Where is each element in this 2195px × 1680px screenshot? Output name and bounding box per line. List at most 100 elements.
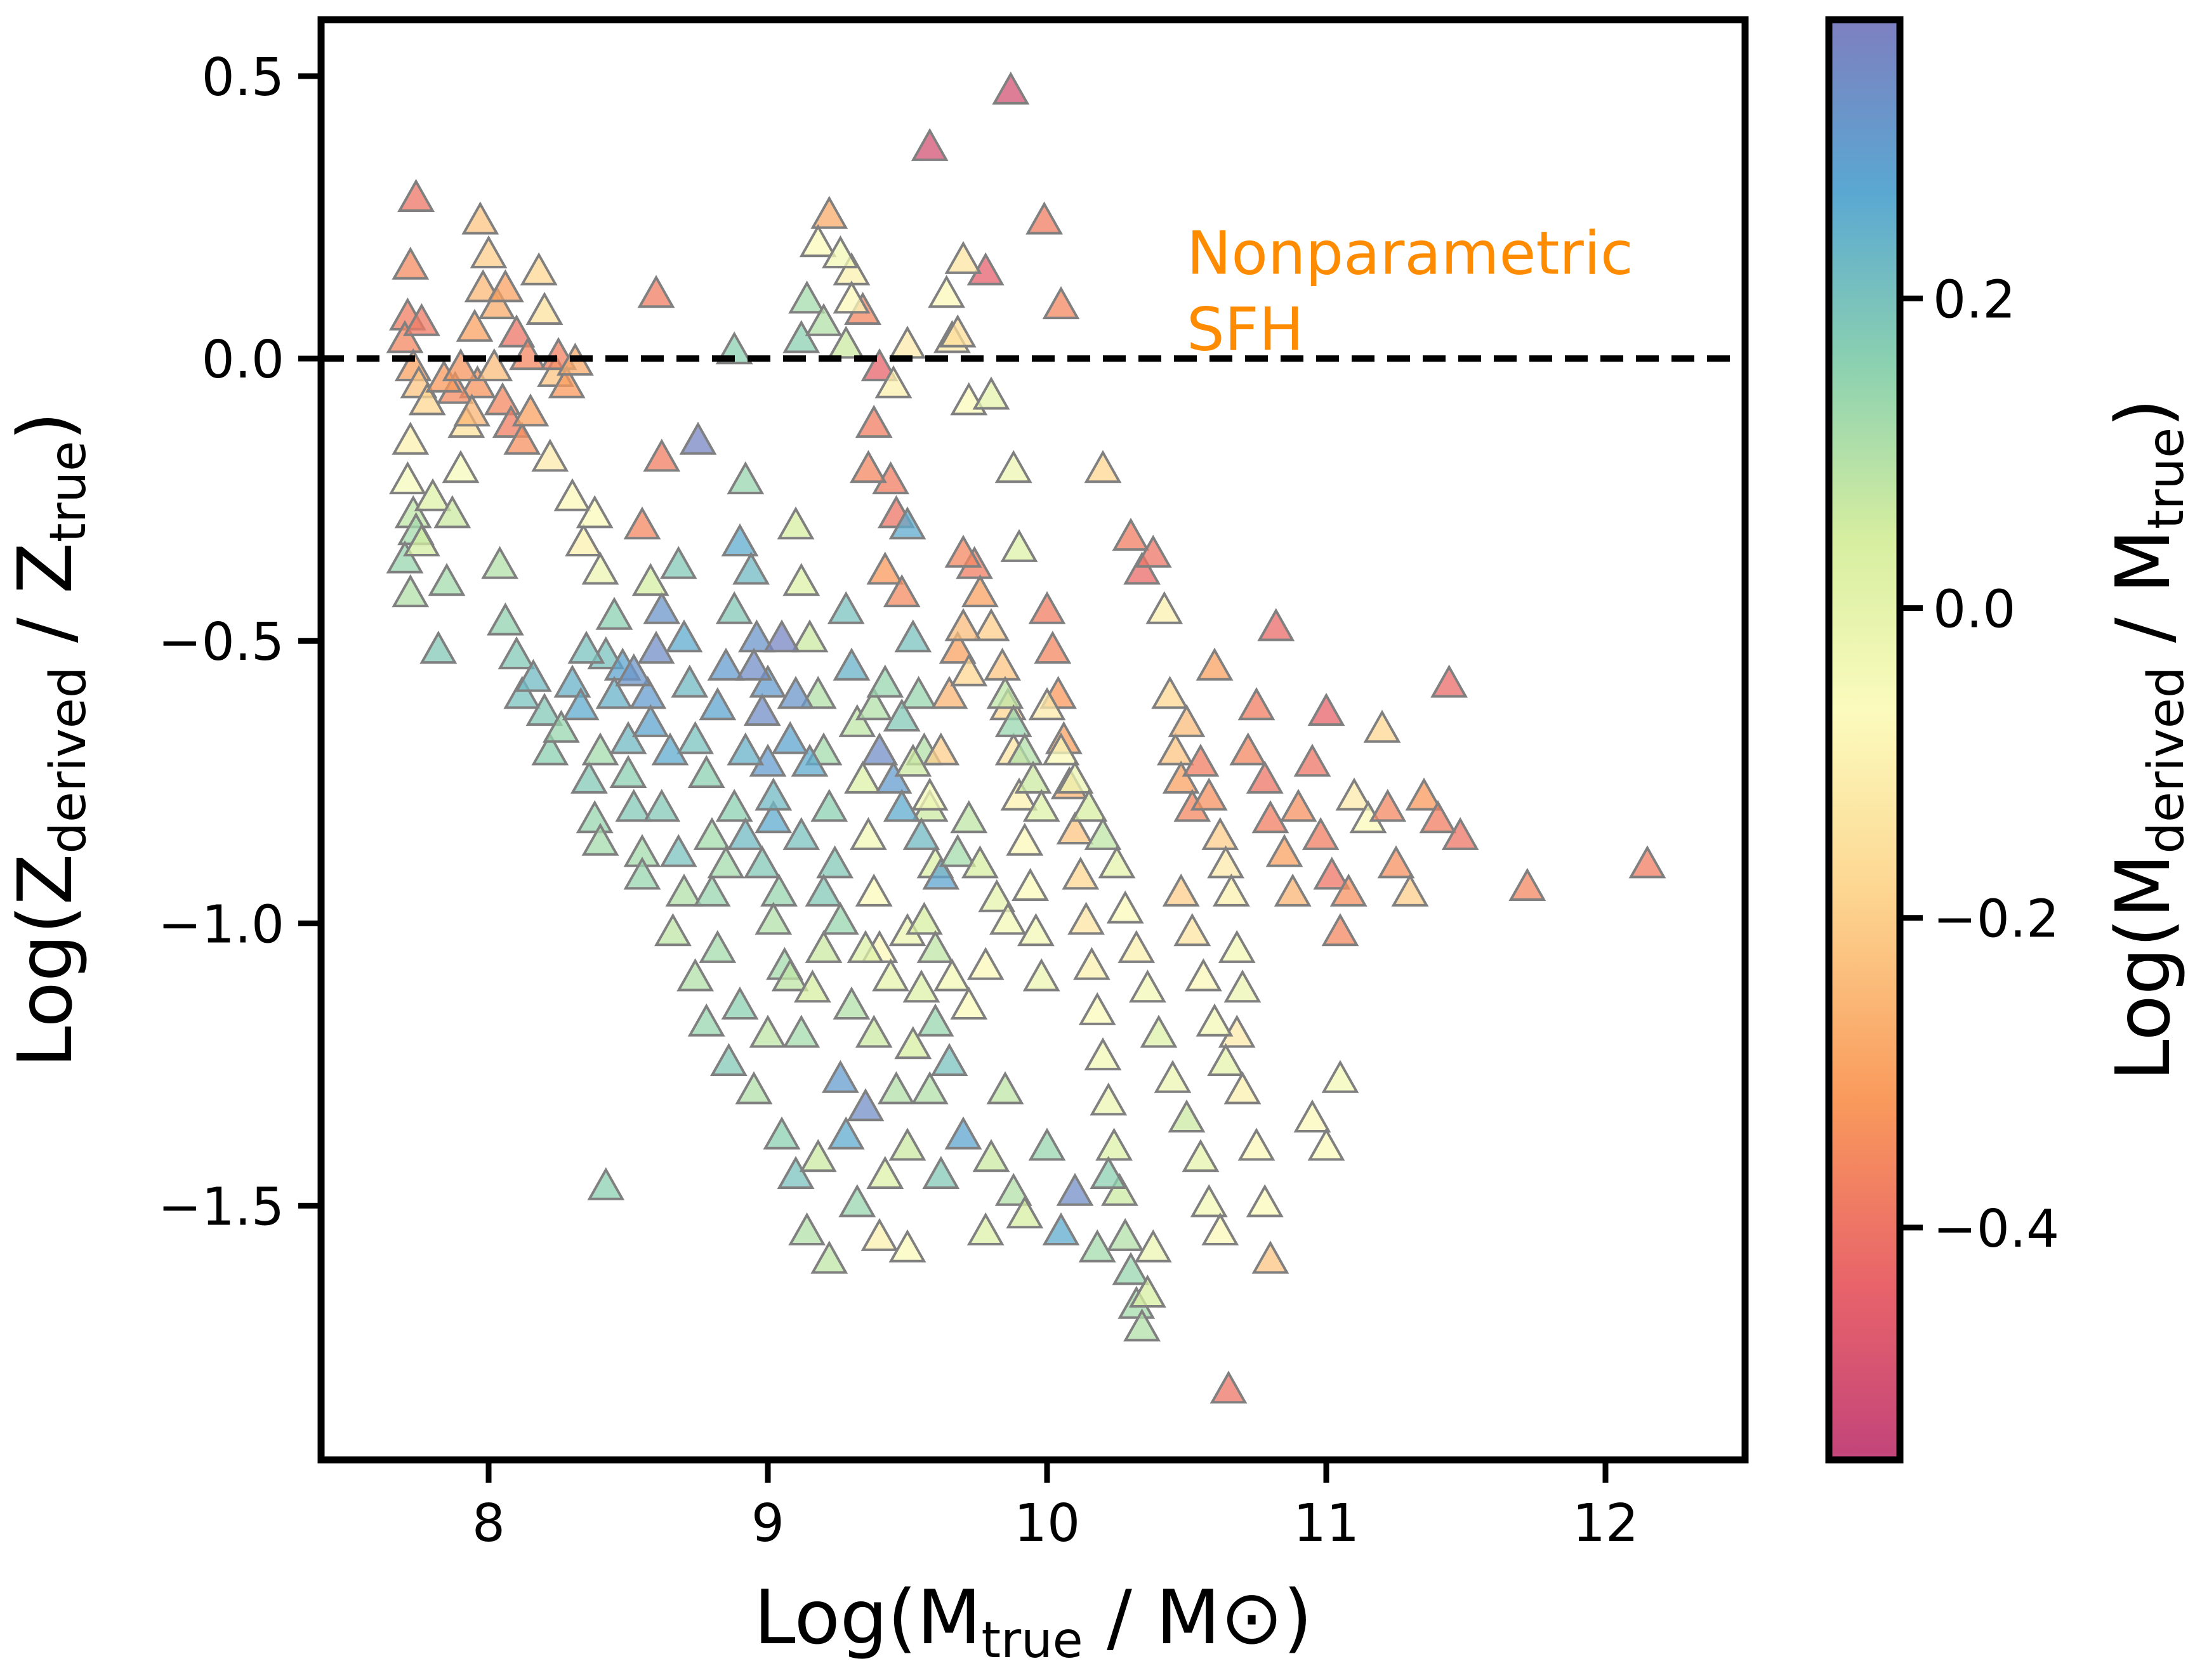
data-point-129 [833,647,871,681]
data-point-74 [643,438,681,472]
data-point-241 [1377,845,1415,879]
data-point-336 [1042,732,1080,766]
data-point-256 [1307,1127,1345,1161]
data-point-164 [1042,286,1080,320]
data-point-130 [838,704,876,737]
data-point-191 [1062,856,1100,890]
data-point-225 [1246,760,1284,794]
data-point-326 [847,929,885,963]
data-point-139 [888,506,926,540]
data-point-66 [609,721,647,754]
data-point-303 [944,608,982,641]
data-point-18 [433,495,471,528]
data-point-235 [1321,913,1359,947]
x-axis-label: Log(Mtrue / M⊙) [754,1573,1312,1669]
data-point-113 [847,1088,885,1122]
data-point-338 [1070,789,1108,822]
y-tick-label-0: 0.5 [202,48,284,108]
data-point-70 [637,631,675,664]
data-point-147 [860,348,899,381]
data-point-46 [548,365,586,398]
data-point-58 [553,664,591,698]
data-point-76 [659,546,697,579]
data-point-67 [615,789,653,822]
data-point-328 [872,958,910,992]
data-point-353 [1196,1003,1234,1037]
data-point-306 [595,676,633,709]
data-point-243 [1405,777,1443,811]
data-point-121 [782,563,821,596]
colorbar-label: Log(Mderived / Mtrue) [2099,398,2195,1081]
x-tick-label-1: 9 [751,1493,784,1554]
data-point-92 [755,800,793,834]
data-point-265 [986,1071,1024,1105]
data-point-154 [788,280,826,314]
x-tick-label-4: 12 [1572,1493,1638,1554]
data-point-352 [1184,958,1222,992]
data-point-298 [894,744,932,777]
data-point-19 [442,450,480,483]
data-point-107 [788,1212,826,1245]
data-point-253 [1246,1184,1284,1217]
data-point-325 [833,986,871,1020]
data-point-358 [1014,760,1052,794]
data-point-7 [408,382,446,416]
data-point-131 [844,760,882,794]
data-point-40 [531,438,569,472]
data-point-202 [1123,1308,1161,1342]
y-tick-label-4: −1.5 [158,1177,284,1237]
x-axis-label-prefix: Log(M [754,1573,982,1661]
data-point-120 [777,506,815,540]
y-axis-label-middle: / Z [1,542,89,667]
data-point-213 [1168,704,1206,737]
data-point-132 [849,817,887,850]
data-point-228 [1265,834,1303,867]
y-tick-label-2: −0.5 [158,612,284,673]
data-point-297 [883,698,921,732]
data-point-77 [671,664,709,698]
plot-area-frame [317,16,1749,1464]
data-point-54 [514,659,552,692]
data-point-209 [1145,591,1183,624]
data-point-304 [950,653,988,686]
data-point-51 [486,602,524,636]
data-point-332 [933,958,971,992]
data-point-218 [1201,817,1239,850]
data-point-55 [525,692,564,726]
data-point-172 [1000,528,1038,562]
data-point-279 [771,721,809,754]
data-point-271 [930,1042,968,1076]
data-point-52 [498,636,536,669]
data-point-250 [1251,1240,1289,1274]
data-point-308 [581,822,619,856]
data-point-193 [1072,947,1111,980]
data-point-252 [1237,1127,1275,1161]
data-point-272 [916,1003,954,1037]
data-point-168 [939,314,977,348]
y-axis-label-prefix: Log(Z [1,854,89,1068]
data-point-227 [1257,608,1295,641]
data-point-195 [1084,1037,1122,1071]
colorbar-label-sub: derived [2138,667,2195,854]
data-point-153 [833,280,871,314]
data-point-300 [922,732,960,766]
data-point-170 [972,376,1010,410]
data-point-15 [414,478,452,511]
data-point-345 [1154,1060,1192,1093]
data-point-330 [905,902,943,935]
data-point-88 [732,551,770,585]
data-point-259 [888,1229,926,1263]
data-point-61 [576,800,614,834]
data-point-64 [595,596,633,630]
data-point-108 [799,1139,837,1172]
data-point-282 [727,732,765,766]
data-point-310 [643,789,681,822]
data-point-102 [721,986,759,1020]
data-point-321 [771,958,809,992]
data-point-273 [911,1071,949,1105]
data-point-69 [629,676,667,709]
data-point-22 [464,269,502,303]
data-point-278 [735,647,773,681]
data-point-359 [1022,789,1060,822]
data-point-110 [821,1060,859,1093]
